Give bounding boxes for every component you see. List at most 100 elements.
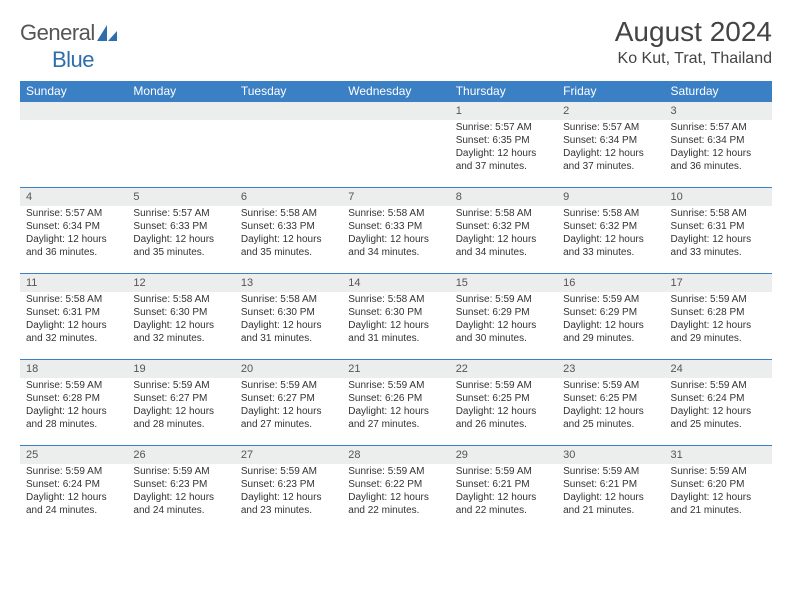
calendar-week-row: 25Sunrise: 5:59 AMSunset: 6:24 PMDayligh…	[20, 446, 772, 532]
calendar-day-cell: 2Sunrise: 5:57 AMSunset: 6:34 PMDaylight…	[557, 102, 664, 188]
logo-text-blue: Blue	[20, 47, 94, 72]
sunset-text: Sunset: 6:24 PM	[671, 393, 766, 406]
day-number: 21	[342, 360, 449, 378]
sunrise-text: Sunrise: 5:59 AM	[133, 380, 228, 393]
weekday-header: Friday	[557, 81, 664, 102]
day-detail: Sunrise: 5:59 AMSunset: 6:28 PMDaylight:…	[20, 378, 127, 435]
calendar-day-cell: 16Sunrise: 5:59 AMSunset: 6:29 PMDayligh…	[557, 274, 664, 360]
calendar-day-cell: 14Sunrise: 5:58 AMSunset: 6:30 PMDayligh…	[342, 274, 449, 360]
logo-sail-icon	[97, 21, 117, 47]
daylight-text: Daylight: 12 hours and 21 minutes.	[563, 492, 658, 518]
calendar-day-cell	[127, 102, 234, 188]
calendar-day-cell: 31Sunrise: 5:59 AMSunset: 6:20 PMDayligh…	[665, 446, 772, 532]
calendar-day-cell: 1Sunrise: 5:57 AMSunset: 6:35 PMDaylight…	[450, 102, 557, 188]
sunrise-text: Sunrise: 5:59 AM	[563, 380, 658, 393]
calendar-day-cell: 6Sunrise: 5:58 AMSunset: 6:33 PMDaylight…	[235, 188, 342, 274]
day-number: 31	[665, 446, 772, 464]
day-detail: Sunrise: 5:59 AMSunset: 6:27 PMDaylight:…	[235, 378, 342, 435]
logo-text: General Blue	[20, 20, 117, 73]
daylight-text: Daylight: 12 hours and 24 minutes.	[133, 492, 228, 518]
day-number: 15	[450, 274, 557, 292]
sunrise-text: Sunrise: 5:57 AM	[456, 122, 551, 135]
daylight-text: Daylight: 12 hours and 22 minutes.	[456, 492, 551, 518]
day-detail: Sunrise: 5:59 AMSunset: 6:23 PMDaylight:…	[127, 464, 234, 521]
daylight-text: Daylight: 12 hours and 25 minutes.	[563, 406, 658, 432]
daylight-text: Daylight: 12 hours and 28 minutes.	[133, 406, 228, 432]
calendar-day-cell: 17Sunrise: 5:59 AMSunset: 6:28 PMDayligh…	[665, 274, 772, 360]
calendar-day-cell: 8Sunrise: 5:58 AMSunset: 6:32 PMDaylight…	[450, 188, 557, 274]
day-number: 27	[235, 446, 342, 464]
weekday-header: Saturday	[665, 81, 772, 102]
day-number: 1	[450, 102, 557, 120]
calendar-day-cell	[235, 102, 342, 188]
sunset-text: Sunset: 6:28 PM	[671, 307, 766, 320]
day-detail: Sunrise: 5:58 AMSunset: 6:30 PMDaylight:…	[235, 292, 342, 349]
day-number: 9	[557, 188, 664, 206]
day-detail: Sunrise: 5:58 AMSunset: 6:31 PMDaylight:…	[665, 206, 772, 263]
day-number: 13	[235, 274, 342, 292]
sunset-text: Sunset: 6:34 PM	[26, 221, 121, 234]
calendar-day-cell: 19Sunrise: 5:59 AMSunset: 6:27 PMDayligh…	[127, 360, 234, 446]
daylight-text: Daylight: 12 hours and 29 minutes.	[671, 320, 766, 346]
sunrise-text: Sunrise: 5:57 AM	[671, 122, 766, 135]
day-detail: Sunrise: 5:58 AMSunset: 6:32 PMDaylight:…	[557, 206, 664, 263]
calendar-day-cell: 28Sunrise: 5:59 AMSunset: 6:22 PMDayligh…	[342, 446, 449, 532]
sunrise-text: Sunrise: 5:57 AM	[26, 208, 121, 221]
sunrise-text: Sunrise: 5:58 AM	[671, 208, 766, 221]
title-block: August 2024 Ko Kut, Trat, Thailand	[615, 16, 772, 68]
sunrise-text: Sunrise: 5:59 AM	[456, 294, 551, 307]
day-detail: Sunrise: 5:58 AMSunset: 6:31 PMDaylight:…	[20, 292, 127, 349]
sunrise-text: Sunrise: 5:58 AM	[241, 208, 336, 221]
calendar-day-cell: 12Sunrise: 5:58 AMSunset: 6:30 PMDayligh…	[127, 274, 234, 360]
daylight-text: Daylight: 12 hours and 35 minutes.	[133, 234, 228, 260]
sunrise-text: Sunrise: 5:58 AM	[456, 208, 551, 221]
daylight-text: Daylight: 12 hours and 34 minutes.	[456, 234, 551, 260]
weekday-header: Wednesday	[342, 81, 449, 102]
sunset-text: Sunset: 6:25 PM	[456, 393, 551, 406]
daylight-text: Daylight: 12 hours and 37 minutes.	[456, 148, 551, 174]
sunset-text: Sunset: 6:25 PM	[563, 393, 658, 406]
day-detail: Sunrise: 5:59 AMSunset: 6:21 PMDaylight:…	[557, 464, 664, 521]
sunset-text: Sunset: 6:23 PM	[241, 479, 336, 492]
sunset-text: Sunset: 6:30 PM	[133, 307, 228, 320]
day-number: 24	[665, 360, 772, 378]
daylight-text: Daylight: 12 hours and 32 minutes.	[26, 320, 121, 346]
sunset-text: Sunset: 6:31 PM	[26, 307, 121, 320]
weekday-header: Sunday	[20, 81, 127, 102]
daylight-text: Daylight: 12 hours and 24 minutes.	[26, 492, 121, 518]
calendar-day-cell: 30Sunrise: 5:59 AMSunset: 6:21 PMDayligh…	[557, 446, 664, 532]
sunset-text: Sunset: 6:30 PM	[241, 307, 336, 320]
daylight-text: Daylight: 12 hours and 28 minutes.	[26, 406, 121, 432]
calendar-body: 1Sunrise: 5:57 AMSunset: 6:35 PMDaylight…	[20, 102, 772, 532]
sunrise-text: Sunrise: 5:59 AM	[671, 294, 766, 307]
sunrise-text: Sunrise: 5:58 AM	[26, 294, 121, 307]
sunrise-text: Sunrise: 5:58 AM	[133, 294, 228, 307]
day-detail: Sunrise: 5:58 AMSunset: 6:33 PMDaylight:…	[342, 206, 449, 263]
day-detail: Sunrise: 5:58 AMSunset: 6:32 PMDaylight:…	[450, 206, 557, 263]
sunset-text: Sunset: 6:28 PM	[26, 393, 121, 406]
day-number: 12	[127, 274, 234, 292]
sunset-text: Sunset: 6:26 PM	[348, 393, 443, 406]
day-detail: Sunrise: 5:58 AMSunset: 6:33 PMDaylight:…	[235, 206, 342, 263]
day-number: 30	[557, 446, 664, 464]
day-number-empty	[20, 102, 127, 120]
sunrise-text: Sunrise: 5:59 AM	[456, 380, 551, 393]
daylight-text: Daylight: 12 hours and 36 minutes.	[671, 148, 766, 174]
day-number: 7	[342, 188, 449, 206]
calendar-day-cell: 21Sunrise: 5:59 AMSunset: 6:26 PMDayligh…	[342, 360, 449, 446]
calendar-week-row: 11Sunrise: 5:58 AMSunset: 6:31 PMDayligh…	[20, 274, 772, 360]
day-number: 10	[665, 188, 772, 206]
calendar-day-cell: 23Sunrise: 5:59 AMSunset: 6:25 PMDayligh…	[557, 360, 664, 446]
calendar-table: Sunday Monday Tuesday Wednesday Thursday…	[20, 81, 772, 532]
sunrise-text: Sunrise: 5:59 AM	[456, 466, 551, 479]
sunset-text: Sunset: 6:29 PM	[456, 307, 551, 320]
logo-text-general: General	[20, 20, 95, 45]
daylight-text: Daylight: 12 hours and 22 minutes.	[348, 492, 443, 518]
sunrise-text: Sunrise: 5:59 AM	[563, 466, 658, 479]
sunset-text: Sunset: 6:21 PM	[563, 479, 658, 492]
day-detail: Sunrise: 5:59 AMSunset: 6:26 PMDaylight:…	[342, 378, 449, 435]
calendar-day-cell: 4Sunrise: 5:57 AMSunset: 6:34 PMDaylight…	[20, 188, 127, 274]
calendar-day-cell: 9Sunrise: 5:58 AMSunset: 6:32 PMDaylight…	[557, 188, 664, 274]
sunrise-text: Sunrise: 5:59 AM	[241, 466, 336, 479]
day-detail: Sunrise: 5:59 AMSunset: 6:23 PMDaylight:…	[235, 464, 342, 521]
